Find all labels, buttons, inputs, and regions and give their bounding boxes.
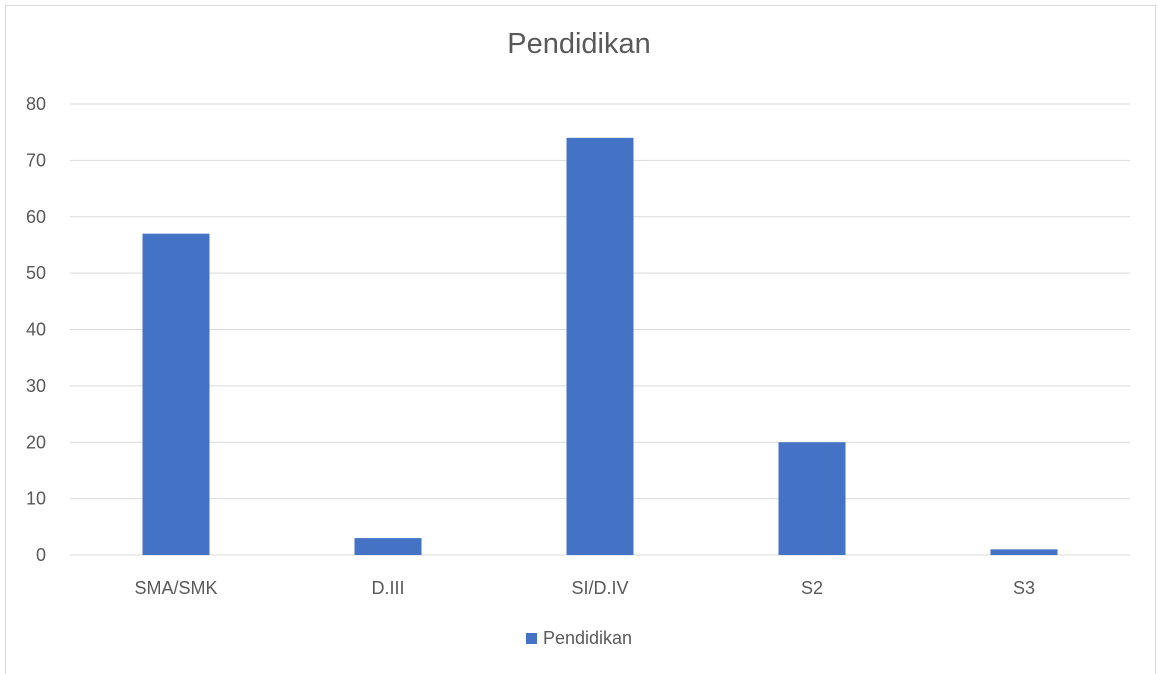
bar-d-iii [354, 538, 422, 555]
x-tick-label: SI/D.IV [571, 578, 628, 598]
legend-label: Pendidikan [542, 628, 633, 648]
y-tick-label: 70 [26, 150, 46, 170]
x-tick-label: S3 [1013, 578, 1035, 598]
x-tick-label: D.III [371, 578, 404, 598]
y-tick-label: 60 [26, 207, 46, 227]
y-tick-label: 80 [26, 94, 46, 114]
y-tick-label: 40 [26, 320, 46, 340]
bar-si-d-iv [566, 137, 634, 555]
bar-s3 [990, 549, 1058, 555]
y-tick-label: 30 [26, 376, 46, 396]
legend-swatch [525, 633, 537, 644]
y-tick-label: 10 [26, 489, 46, 509]
bar-s2 [778, 442, 846, 555]
y-tick-label: 0 [36, 545, 46, 565]
chart-title: Pendidikan [507, 28, 651, 60]
y-tick-label: 20 [26, 432, 46, 452]
bar-sma-smk [142, 233, 210, 555]
x-tick-label: S2 [801, 578, 823, 598]
legend: Pendidikan [0, 628, 1158, 649]
x-tick-label: SMA/SMK [134, 578, 217, 598]
y-tick-label: 50 [26, 263, 46, 283]
